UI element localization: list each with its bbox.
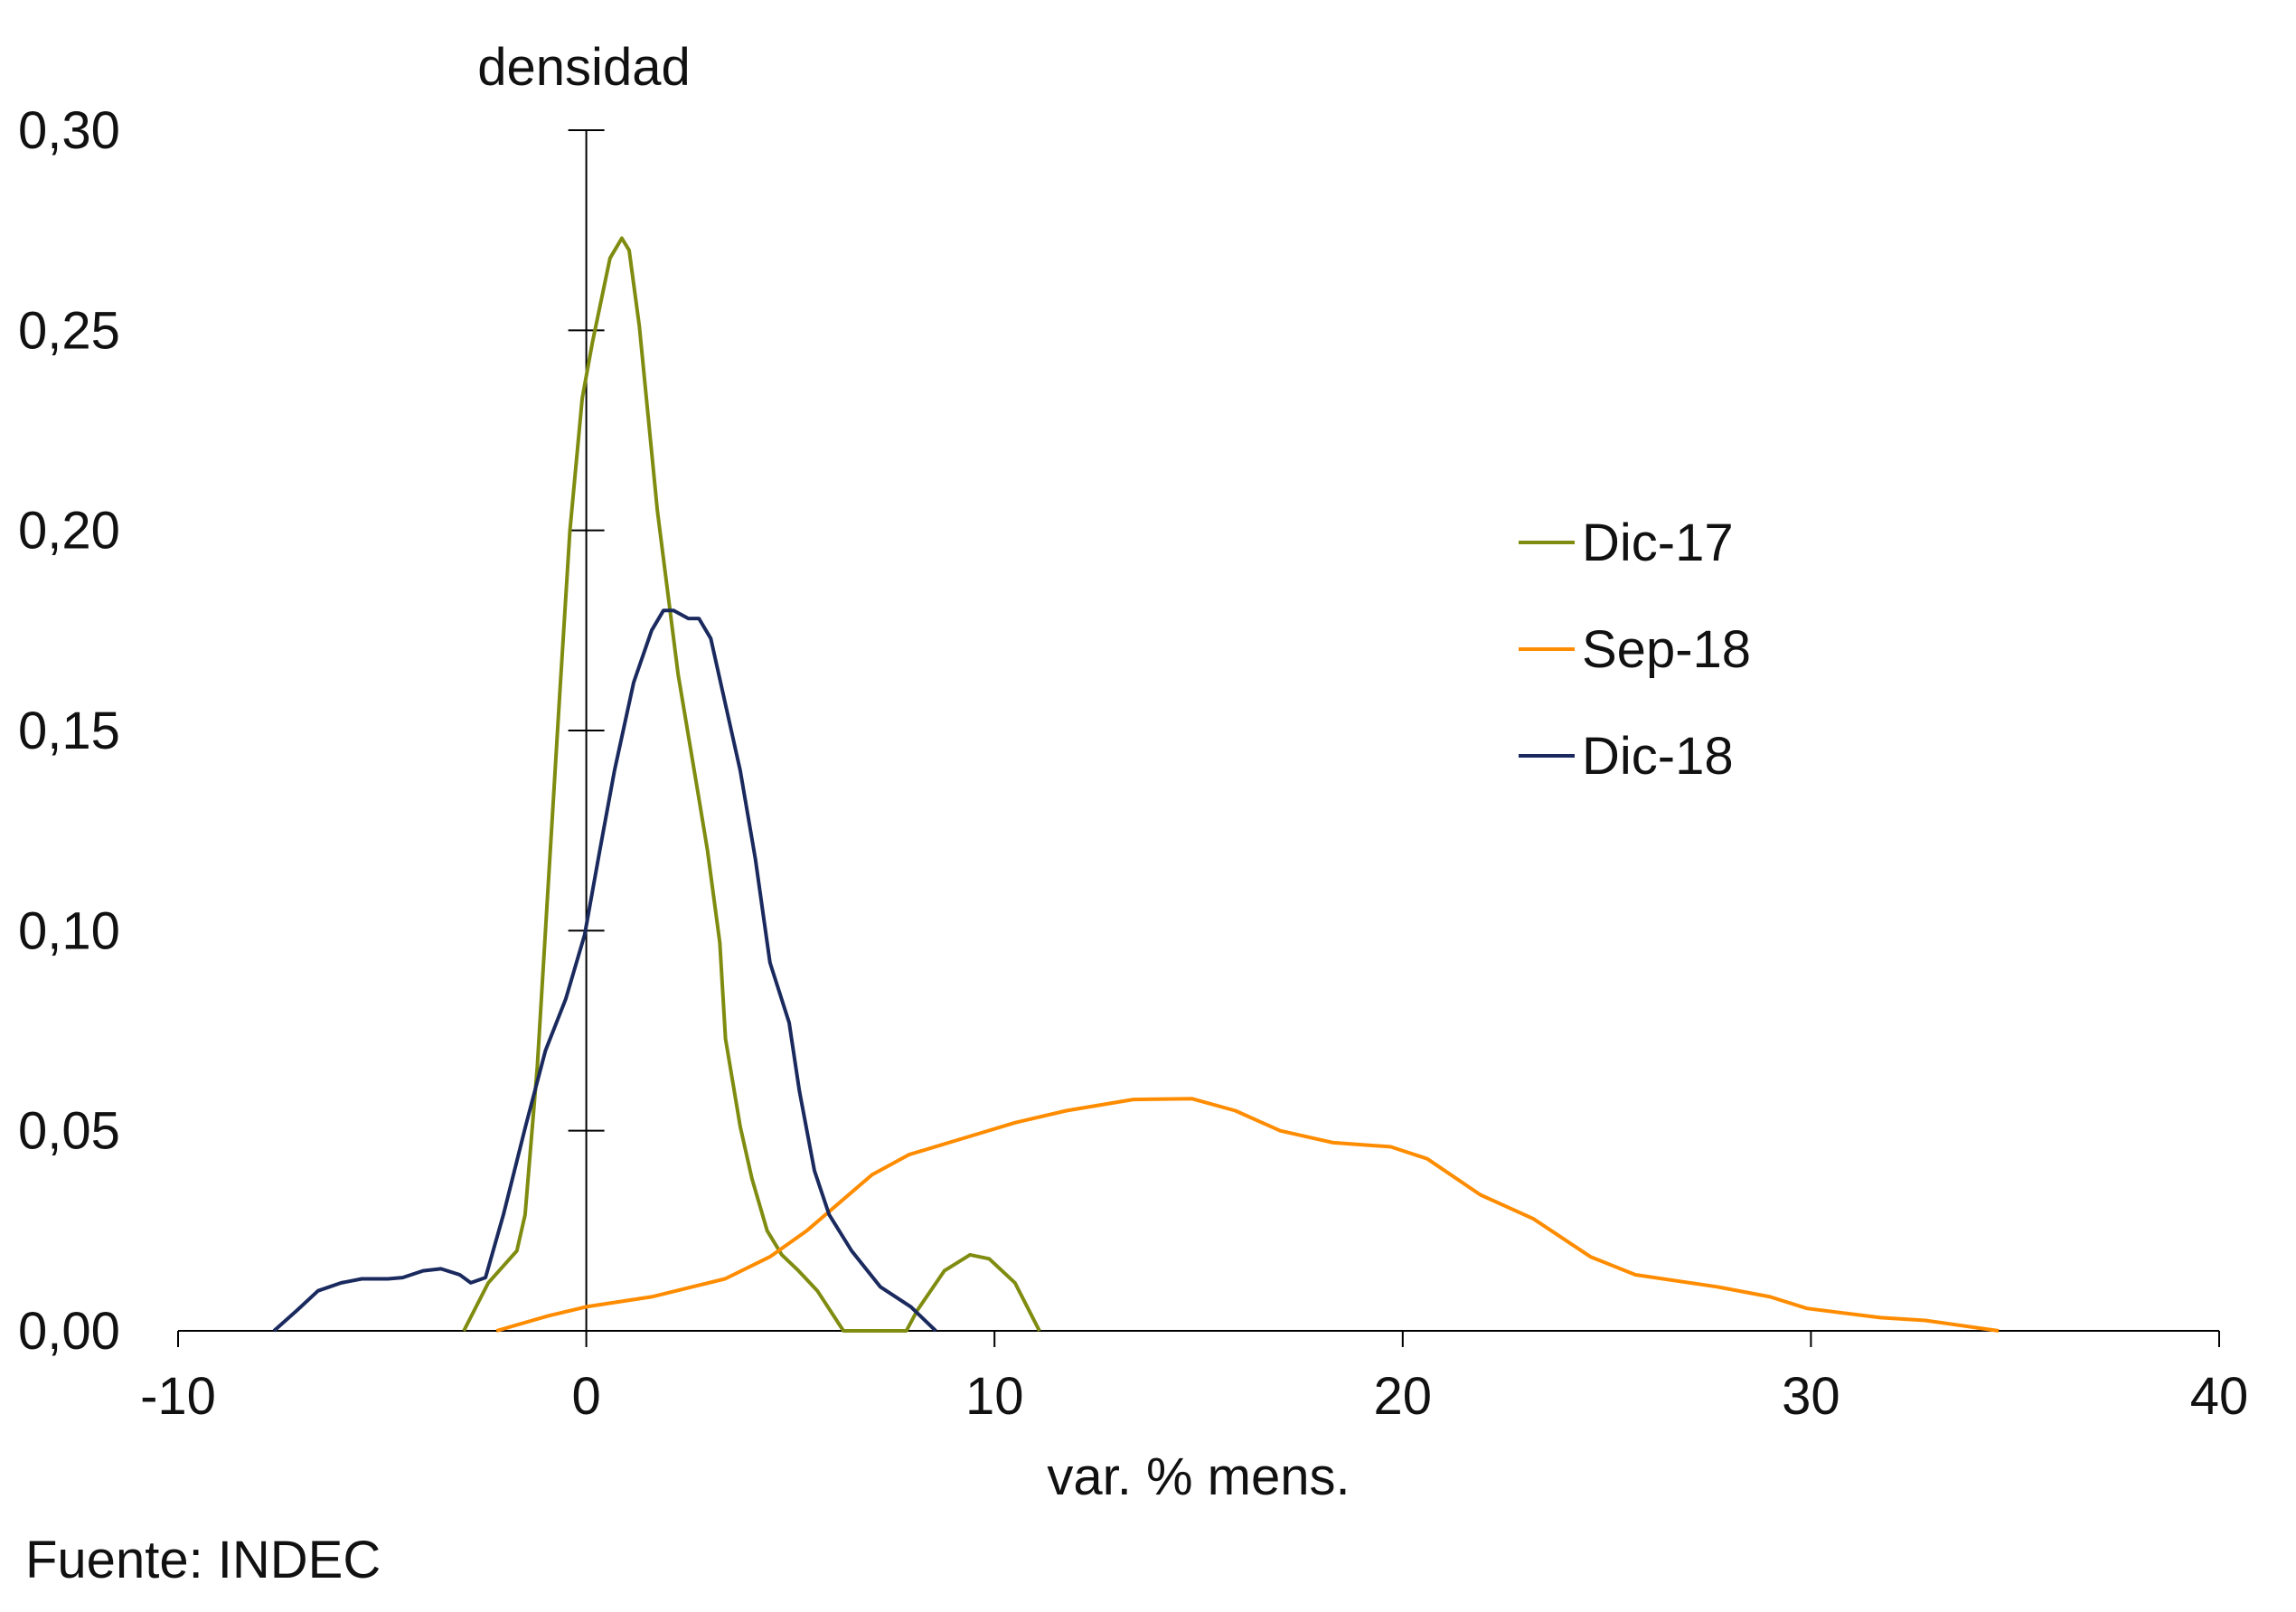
y-tick-label: 0,25 <box>18 301 120 360</box>
x-tick-label: -10 <box>140 1367 216 1426</box>
y-tick-label: 0,00 <box>18 1302 120 1361</box>
y-tick-label: 0,10 <box>18 901 120 960</box>
x-tick-label: 10 <box>965 1367 1024 1426</box>
axes: -10 0 10 20 30 40 0,00 0,05 0,10 0,15 0,20 0,25 0,30 <box>18 101 2248 1426</box>
legend-label: Dic-17 <box>1582 514 1734 572</box>
y-axis-label: densidad <box>477 38 690 97</box>
series-line-sep-18 <box>495 1097 2000 1333</box>
y-tick-label: 0,05 <box>18 1102 120 1161</box>
source-note: Fuente: INDEC <box>25 1531 381 1589</box>
series-line-dic-18 <box>272 608 937 1333</box>
x-tick-label: 30 <box>1782 1367 1840 1426</box>
y-tick-label: 0,30 <box>18 101 120 160</box>
x-tick-label: 40 <box>2190 1367 2249 1426</box>
series-lines <box>272 236 2000 1333</box>
y-tick-label: 0,20 <box>18 502 120 561</box>
y-tick-label: 0,15 <box>18 702 120 760</box>
x-tick-label: 20 <box>1374 1367 1433 1426</box>
x-tick-label: 0 <box>571 1367 600 1426</box>
legend-label: Dic-18 <box>1582 727 1734 786</box>
legend-label: Sep-18 <box>1582 620 1751 679</box>
legend: Dic-17 Sep-18 Dic-18 <box>1519 514 1751 786</box>
series-line-dic-17 <box>462 236 1041 1333</box>
x-axis-label: var. % mens. <box>1047 1447 1350 1506</box>
